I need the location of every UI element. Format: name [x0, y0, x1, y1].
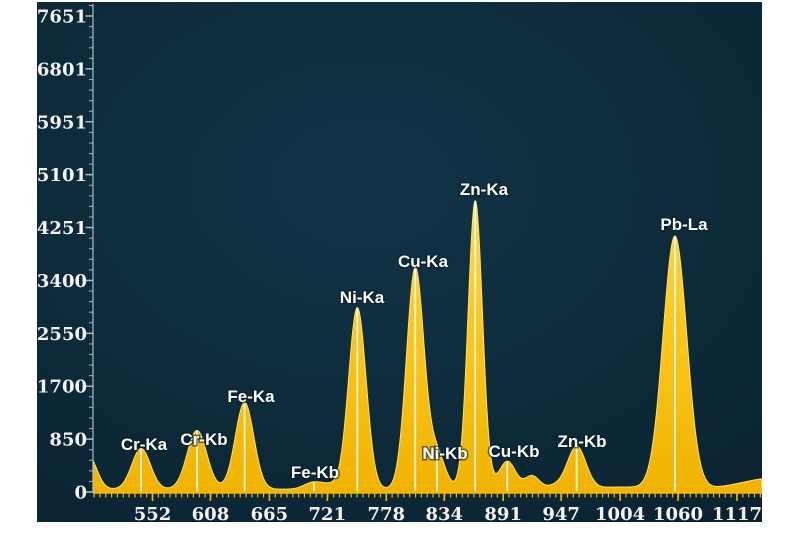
peak-label-pb-la: Pb-La [660, 215, 708, 234]
y-tick-label: 6801 [37, 59, 87, 80]
x-tick-label: 1117 [712, 504, 762, 525]
peak-label-cu-kb: Cu-Kb [489, 442, 540, 461]
plot-background [37, 2, 762, 522]
x-tick-label: 778 [368, 504, 406, 525]
peak-label-zn-ka: Zn-Ka [460, 180, 509, 199]
y-tick-label: 5101 [37, 165, 87, 186]
peak-label-zn-kb: Zn-Kb [557, 432, 606, 451]
x-tick-label: 891 [484, 504, 522, 525]
y-tick-label: 3400 [37, 271, 87, 292]
x-tick-label: 552 [134, 504, 172, 525]
spectrum-area [92, 199, 763, 493]
x-tick-label: 947 [542, 504, 580, 525]
peak-label-cr-ka: Cr-Ka [121, 435, 168, 454]
x-tick-label: 1004 [595, 504, 645, 525]
peak-label-ni-kb: Ni-Kb [422, 444, 467, 463]
x-tick-label: 665 [251, 504, 289, 525]
peak-label-ni-ka: Ni-Ka [340, 288, 385, 307]
y-tick-label: 850 [49, 430, 87, 451]
peak-label-fe-ka: Fe-Ka [227, 387, 275, 406]
peak-label-fe-kb: Fe-Kb [291, 463, 339, 482]
y-tick-label: 2550 [37, 324, 87, 345]
y-tick-label: 5951 [37, 112, 87, 133]
y-tick-label: 1700 [37, 377, 87, 398]
y-tick-label: 4251 [37, 218, 87, 239]
x-tick-label: 834 [425, 504, 463, 525]
peak-label-cr-kb: Cr-Kb [180, 430, 227, 449]
peak-label-cu-ka: Cu-Ka [398, 252, 449, 271]
x-tick-label: 1060 [653, 504, 703, 525]
x-tick-label: 721 [309, 504, 347, 525]
x-tick-label: 608 [192, 504, 230, 525]
y-tick-label: 7651 [37, 6, 87, 27]
y-tick-label: 0 [74, 483, 87, 504]
